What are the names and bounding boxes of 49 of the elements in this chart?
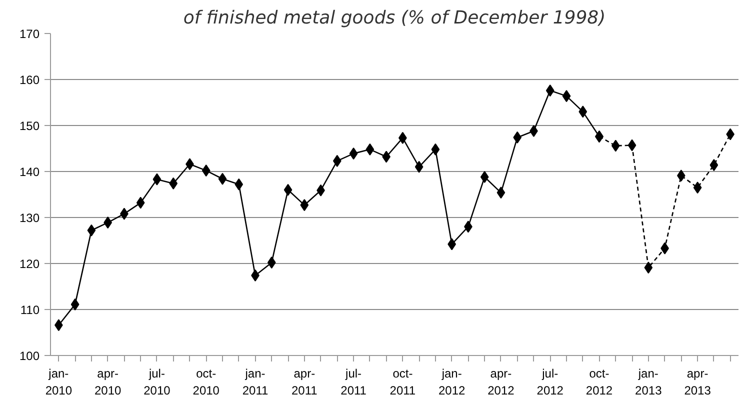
point xyxy=(644,262,653,274)
point xyxy=(87,224,96,236)
x-tick-label: oct- 2012 xyxy=(586,366,613,398)
y-tick-label: 100 xyxy=(19,349,40,363)
x-tick-label: jul- 2012 xyxy=(536,366,564,398)
y-tick-label: 150 xyxy=(19,119,40,133)
point xyxy=(284,184,292,196)
y-tick-label: 120 xyxy=(19,257,40,271)
point xyxy=(562,90,571,102)
chart-title: of finished metal goods (% of December 1998) xyxy=(183,8,606,28)
x-tick-label: jan- 2012 xyxy=(438,366,466,398)
point xyxy=(414,160,424,173)
point xyxy=(218,172,227,185)
x-tick-label: jul- 2010 xyxy=(144,366,171,398)
point xyxy=(349,148,358,160)
x-tick-label: apr- 2011 xyxy=(292,366,318,398)
x-tick-label: jan- 2010 xyxy=(45,366,72,398)
y-tick-label: 110 xyxy=(20,303,40,317)
point xyxy=(300,199,309,212)
point xyxy=(611,140,620,152)
y-tick-label: 160 xyxy=(19,73,40,87)
x-tick-label: jan- 2011 xyxy=(242,366,268,398)
point xyxy=(202,164,210,177)
point xyxy=(513,131,522,144)
point xyxy=(169,177,178,190)
y-tick-label: 130 xyxy=(19,211,40,225)
point xyxy=(152,173,162,186)
x-tick-label: apr- 2010 xyxy=(94,366,122,398)
x-tick-label: oct- 2010 xyxy=(192,366,220,398)
x-tick-label: apr- 2013 xyxy=(684,366,712,398)
point xyxy=(480,171,489,184)
point xyxy=(710,159,718,172)
point xyxy=(366,143,374,156)
x-tick-label: oct- 2011 xyxy=(390,366,416,398)
point xyxy=(70,298,80,310)
point xyxy=(546,84,554,97)
point xyxy=(267,256,276,269)
point xyxy=(496,186,506,199)
point xyxy=(234,178,244,190)
y-tick-label: 170 xyxy=(19,27,40,41)
point xyxy=(431,143,440,156)
point xyxy=(578,106,588,118)
x-tick-label: jul- 2011 xyxy=(340,366,367,398)
point xyxy=(693,182,702,194)
x-tick-label: jan- 2013 xyxy=(635,366,662,398)
point xyxy=(628,139,636,152)
y-tick-label: 140 xyxy=(19,165,40,179)
x-tick-label: apr- 2012 xyxy=(488,366,515,398)
point xyxy=(136,196,145,209)
